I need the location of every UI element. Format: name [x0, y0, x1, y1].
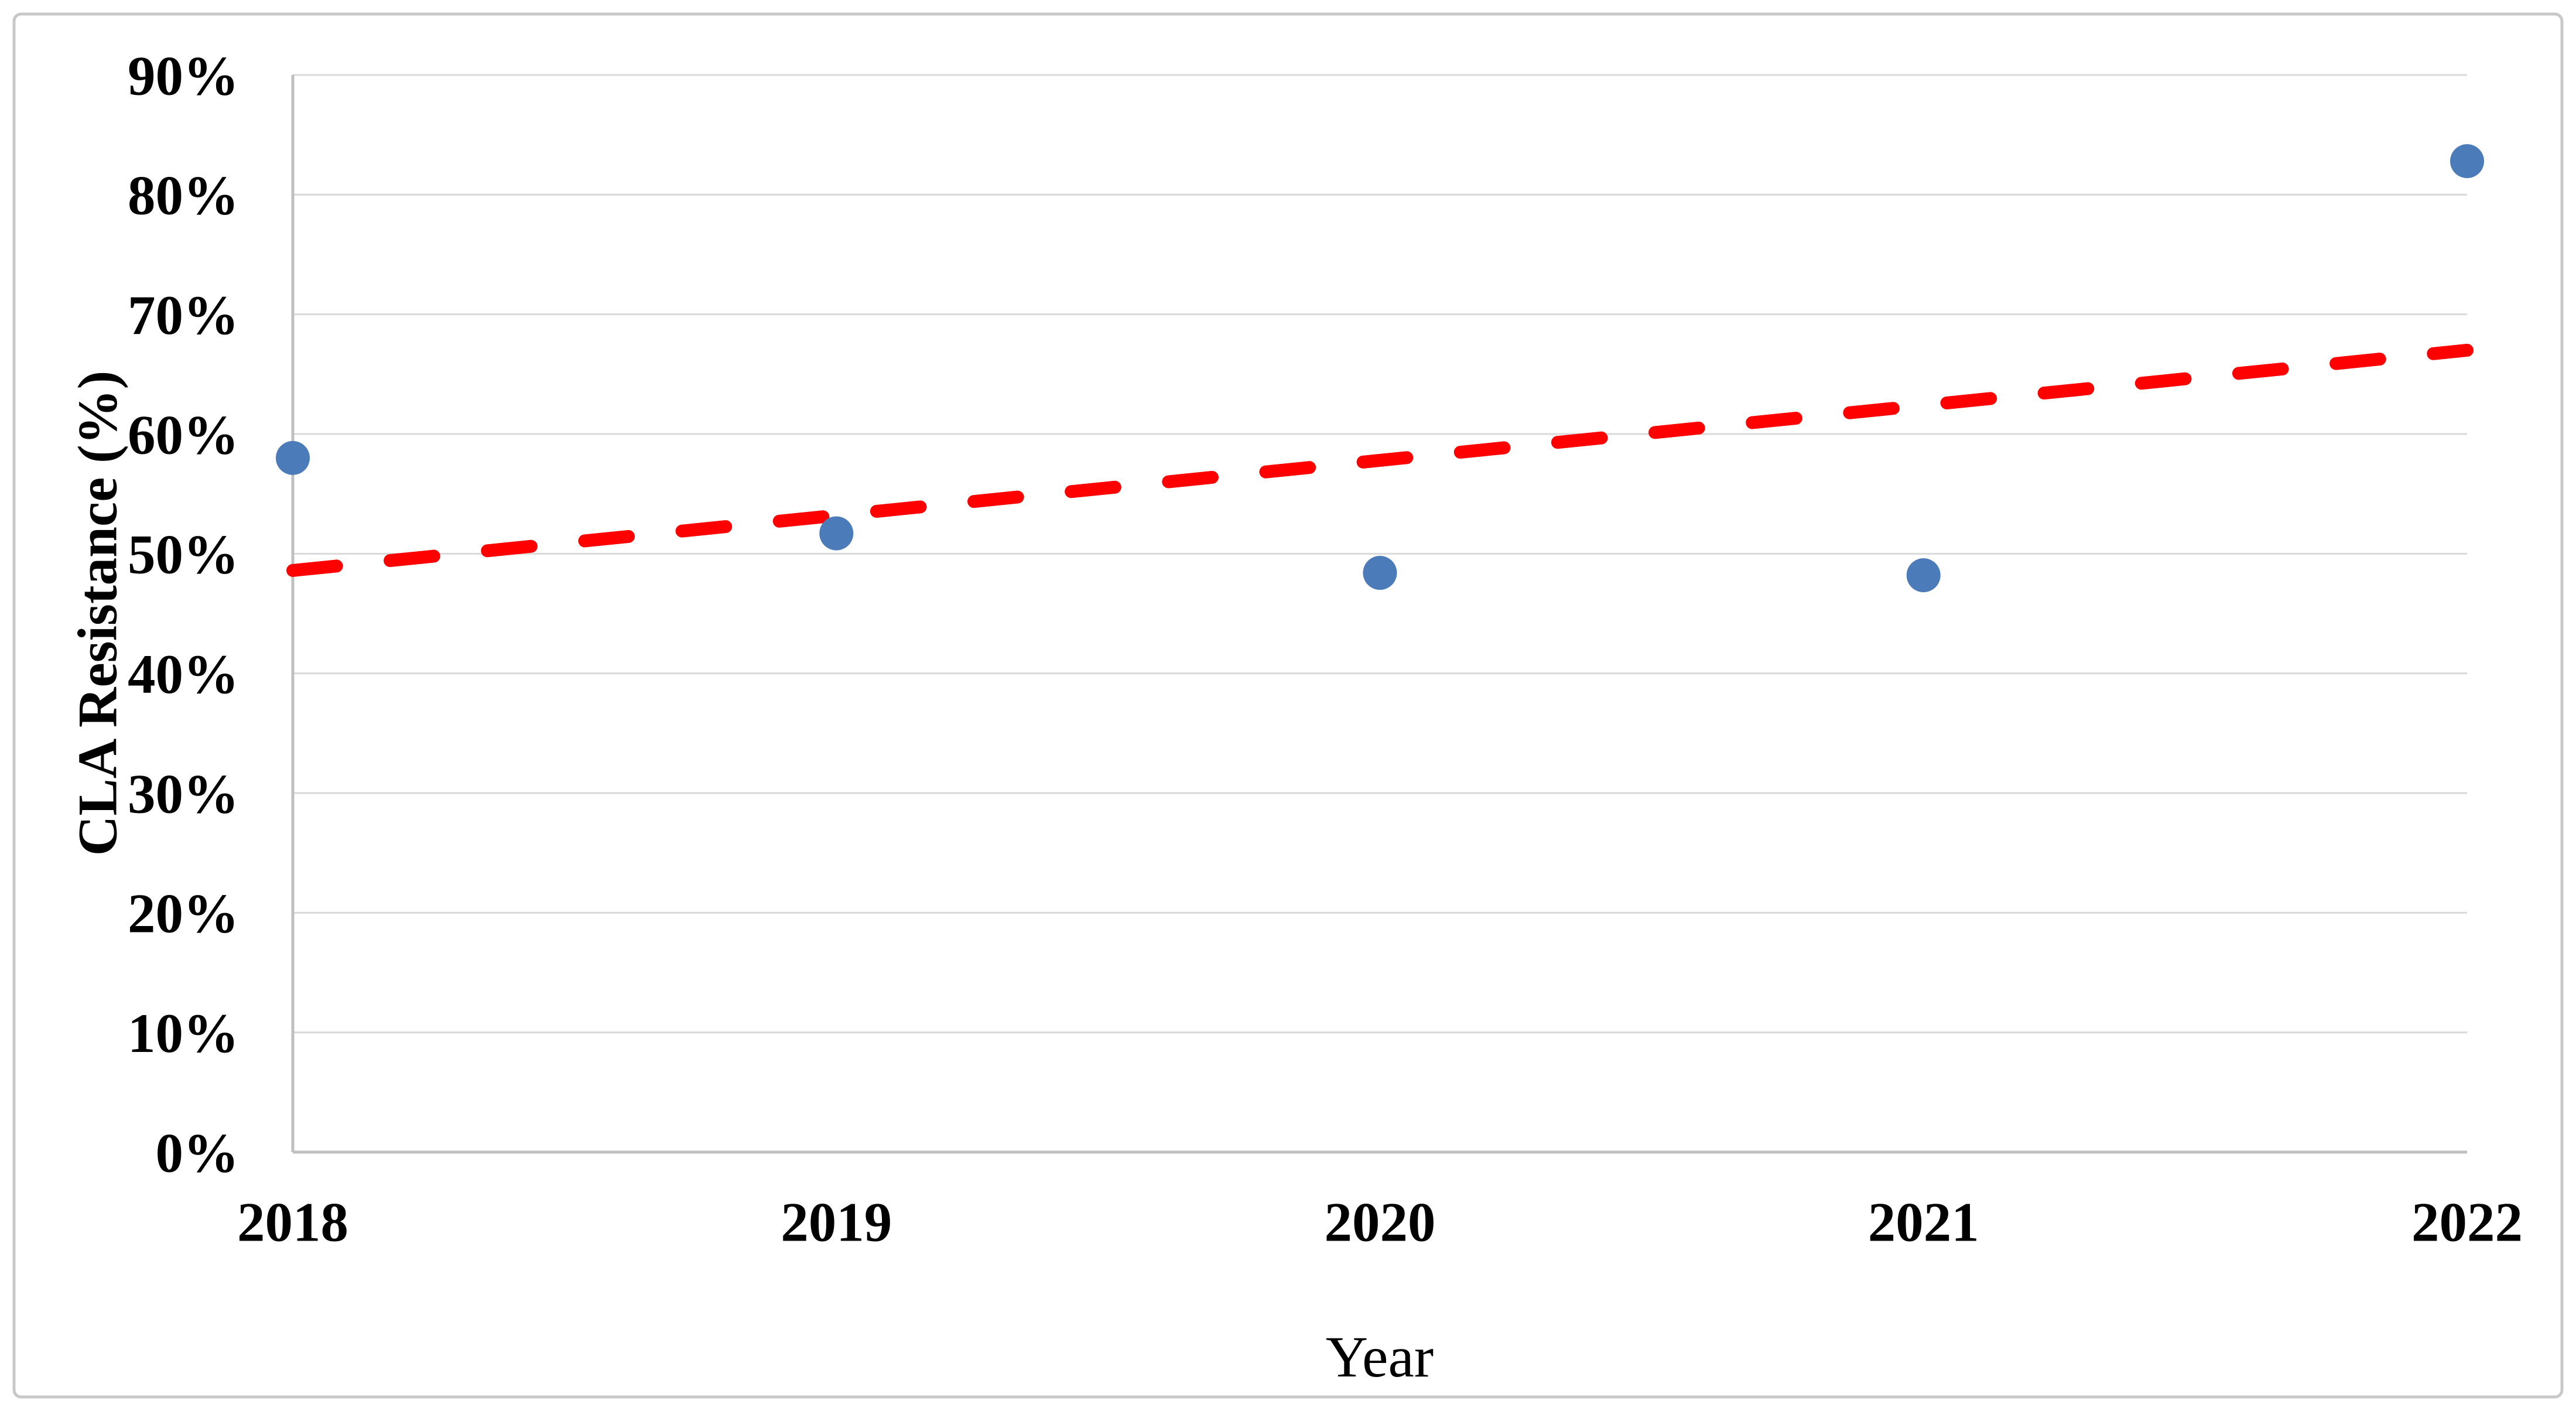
y-tick-label-0%: 0% [156, 1122, 240, 1184]
x-axis-title: Year [1326, 1324, 1434, 1389]
y-axis-title: CLA Resistance (%) [66, 371, 128, 856]
x-tick-label-2019: 2019 [781, 1191, 892, 1253]
figure-border-frame [12, 12, 2564, 1399]
data-point-2019 [819, 516, 854, 551]
x-tick-label-2018: 2018 [237, 1191, 348, 1253]
y-tick-label-30%: 30% [128, 763, 239, 825]
data-point-2020 [1363, 556, 1397, 590]
y-tick-label-10%: 10% [128, 1002, 239, 1064]
x-tick-label-2022: 2022 [2411, 1191, 2523, 1253]
x-tick-label-2020: 2020 [1325, 1191, 1436, 1253]
trendline-dashed [286, 343, 2474, 577]
y-tick-label-50%: 50% [128, 524, 239, 586]
y-tick-label-70%: 70% [128, 284, 239, 346]
y-tick-label-60%: 60% [128, 404, 239, 466]
x-axis-tick-labels: 2018 2019 2020 2021 2022 [237, 1191, 2523, 1253]
y-tick-label-40%: 40% [128, 643, 239, 705]
gridlines-group [293, 74, 2467, 1034]
axes-group [291, 75, 2467, 1154]
data-point-2021 [1906, 558, 1941, 593]
x-tick-label-2021: 2021 [1868, 1191, 1979, 1253]
y-axis-tick-labels: 0% 10% 20% 30% 40% 50% 60% 70% 80% 90% [128, 45, 239, 1184]
data-points-group [276, 144, 2484, 593]
y-tick-label-80%: 80% [128, 165, 239, 227]
data-point-2018 [276, 440, 310, 475]
y-tick-label-20%: 20% [128, 883, 239, 945]
y-tick-label-90%: 90% [128, 45, 239, 107]
data-point-2022 [2450, 144, 2484, 179]
